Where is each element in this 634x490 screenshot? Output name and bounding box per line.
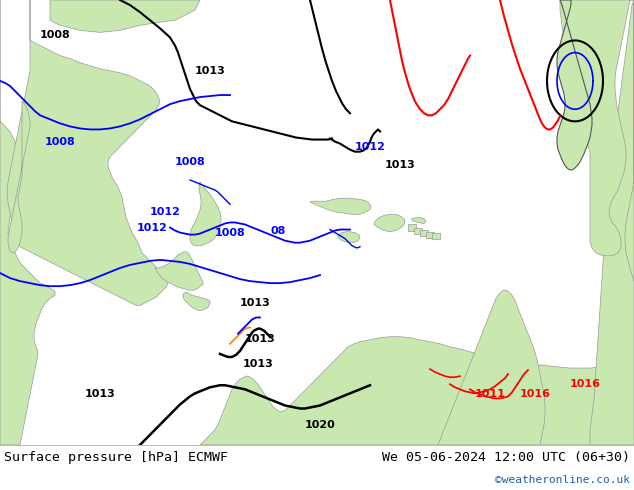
Polygon shape	[414, 227, 422, 234]
Text: 1016: 1016	[519, 390, 550, 399]
Text: 1013: 1013	[195, 66, 225, 76]
Text: 1012: 1012	[136, 222, 167, 233]
Text: We 05-06-2024 12:00 UTC (06+30): We 05-06-2024 12:00 UTC (06+30)	[382, 451, 630, 465]
Polygon shape	[155, 252, 203, 290]
Polygon shape	[190, 182, 221, 245]
Polygon shape	[412, 218, 426, 223]
Polygon shape	[590, 0, 634, 445]
Polygon shape	[7, 0, 168, 305]
Polygon shape	[0, 0, 55, 445]
Polygon shape	[338, 232, 360, 243]
Polygon shape	[432, 233, 440, 239]
Polygon shape	[420, 229, 428, 236]
Text: 1012: 1012	[150, 207, 181, 218]
Text: 1013: 1013	[240, 298, 270, 308]
Polygon shape	[408, 224, 416, 231]
Text: 1013: 1013	[245, 334, 275, 344]
Polygon shape	[183, 292, 210, 311]
Polygon shape	[557, 0, 592, 170]
Text: ©weatheronline.co.uk: ©weatheronline.co.uk	[495, 475, 630, 485]
Polygon shape	[310, 198, 371, 214]
Text: 1016: 1016	[569, 379, 600, 389]
Text: Surface pressure [hPa] ECMWF: Surface pressure [hPa] ECMWF	[4, 451, 228, 465]
Text: 1013: 1013	[385, 160, 415, 170]
Polygon shape	[374, 214, 405, 232]
Polygon shape	[200, 337, 634, 445]
Polygon shape	[560, 0, 634, 281]
Polygon shape	[50, 0, 200, 32]
Text: 1011: 1011	[475, 390, 505, 399]
Text: 1008: 1008	[39, 30, 70, 40]
Text: 1008: 1008	[44, 137, 75, 147]
Text: 1013: 1013	[84, 390, 115, 399]
Polygon shape	[426, 232, 434, 238]
Text: 1008: 1008	[174, 157, 205, 167]
Text: 1013: 1013	[243, 359, 273, 369]
Text: 08: 08	[270, 225, 286, 236]
Text: 1020: 1020	[304, 420, 335, 430]
Text: 1008: 1008	[215, 227, 245, 238]
Polygon shape	[8, 101, 30, 253]
Text: 1012: 1012	[354, 142, 385, 151]
Polygon shape	[438, 290, 545, 445]
